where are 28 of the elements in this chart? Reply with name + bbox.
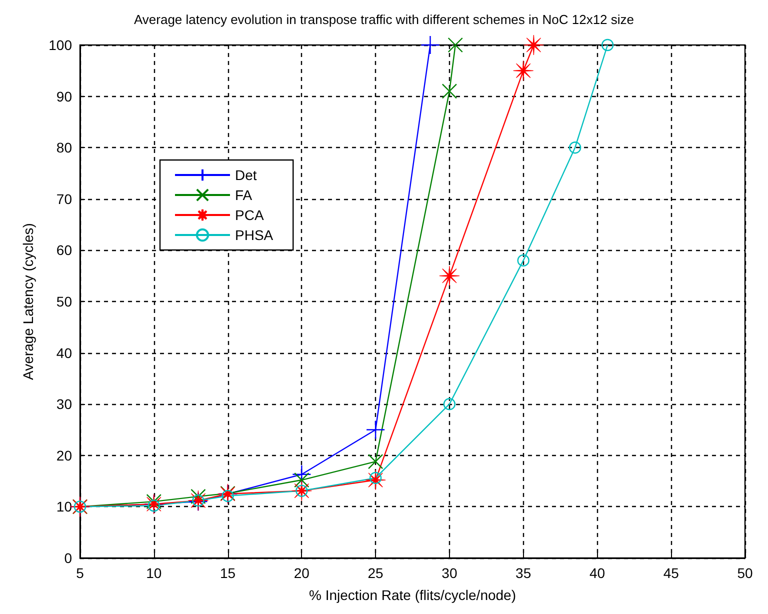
x-tick-label: 25	[368, 565, 384, 581]
legend-label: FA	[235, 187, 253, 203]
y-tick-label: 60	[56, 242, 72, 258]
y-tick-label: 80	[56, 140, 72, 156]
y-tick-label: 10	[56, 498, 72, 515]
x-tick-label: 35	[516, 565, 532, 581]
y-tick-label: 90	[56, 88, 72, 104]
x-tick-label: 5	[76, 565, 84, 581]
y-tick-label: 30	[56, 396, 72, 412]
y-axis-title: Average Latency (cycles)	[20, 223, 36, 380]
x-tick-label: 15	[220, 565, 236, 581]
x-axis-title: % Injection Rate (flits/cycle/node)	[309, 587, 516, 603]
x-tick-label: 45	[663, 565, 680, 581]
y-tick-label: 50	[56, 294, 72, 310]
y-tick-label: 40	[56, 344, 72, 361]
chart-title: Average latency evolution in transpose traffic with different schemes in NoC 12x12 size	[134, 12, 634, 27]
x-tick-label: 20	[294, 565, 310, 581]
legend-label: PHSA	[235, 227, 274, 243]
legend-label: Det	[235, 167, 257, 183]
x-tick-label: 40	[589, 565, 606, 581]
x-tick-label: 30	[442, 565, 458, 581]
legend-label: PCA	[235, 207, 264, 223]
y-tick-label: 20	[56, 447, 72, 464]
x-tick-label: 10	[146, 565, 162, 581]
x-tick-label: 50	[737, 565, 753, 581]
y-tick-label: 70	[56, 190, 72, 207]
y-tick-label: 0	[64, 550, 72, 566]
y-tick-label: 100	[48, 37, 72, 53]
